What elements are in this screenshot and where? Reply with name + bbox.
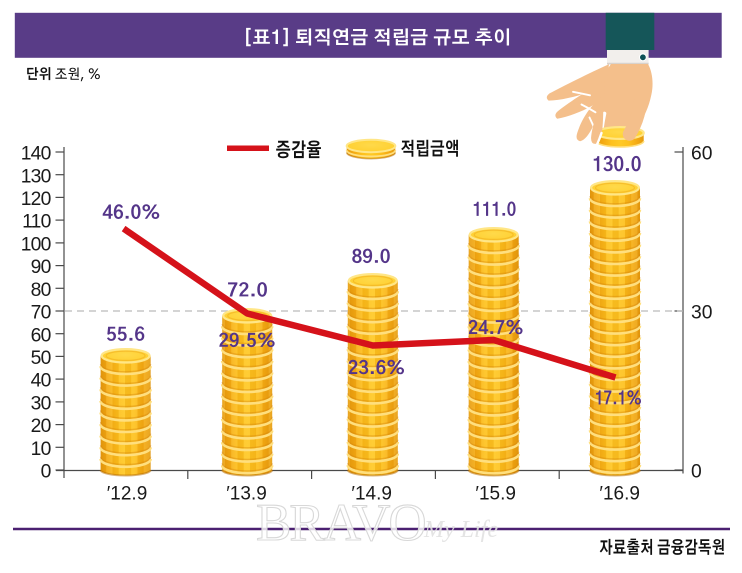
svg-text:My Life: My Life <box>423 517 498 543</box>
svg-text:′16.9: ′16.9 <box>599 484 640 505</box>
svg-text:10: 10 <box>31 439 51 460</box>
svg-text:20: 20 <box>31 416 51 437</box>
svg-text:60: 60 <box>691 144 712 165</box>
svg-text:140: 140 <box>21 144 51 165</box>
svg-text:30: 30 <box>691 303 712 324</box>
svg-text:′12.9: ′12.9 <box>107 484 148 505</box>
svg-text:′14.9: ′14.9 <box>351 484 392 505</box>
svg-text:120: 120 <box>21 189 51 210</box>
svg-text:90: 90 <box>31 257 51 278</box>
svg-text:50: 50 <box>31 348 51 369</box>
svg-text:0: 0 <box>691 462 702 483</box>
svg-text:40: 40 <box>31 371 51 392</box>
svg-text:′13.9: ′13.9 <box>226 484 267 505</box>
svg-text:100: 100 <box>21 235 51 256</box>
svg-text:130: 130 <box>21 166 51 187</box>
svg-text:70: 70 <box>31 303 51 324</box>
svg-text:110: 110 <box>22 212 50 233</box>
svg-text:60: 60 <box>31 325 51 346</box>
svg-text:BRAVO: BRAVO <box>256 494 425 552</box>
svg-text:0: 0 <box>41 462 51 483</box>
svg-text:30: 30 <box>31 394 51 415</box>
svg-text:80: 80 <box>31 280 51 301</box>
svg-text:′15.9: ′15.9 <box>475 484 516 505</box>
